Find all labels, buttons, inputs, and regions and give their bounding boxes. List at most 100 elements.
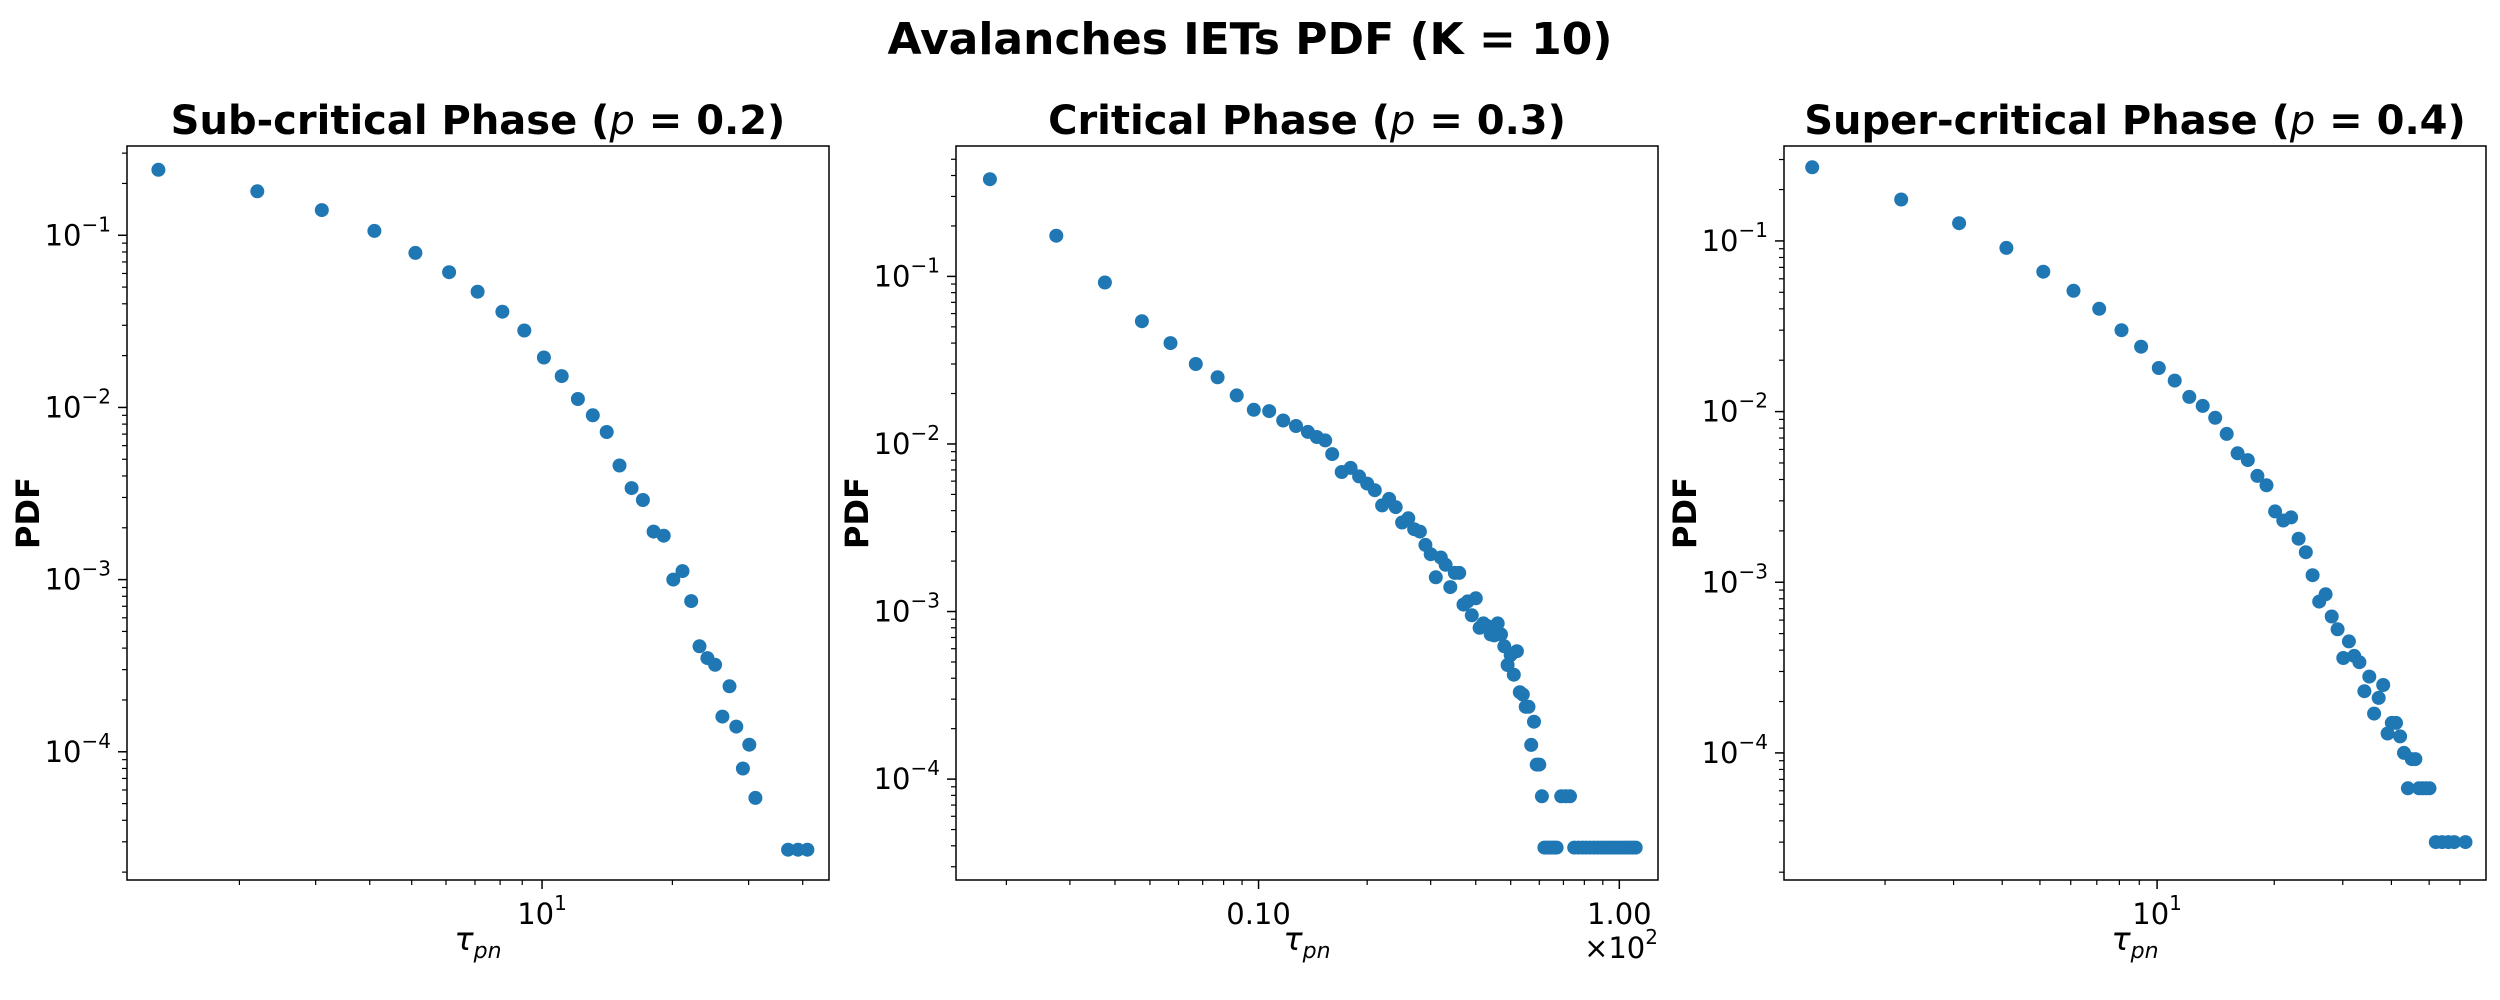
y-tick-label: 10−1 — [45, 212, 111, 252]
data-point — [1506, 667, 1521, 682]
subplot-super-critical: 101 10−1 10−2 10−3 10−4 Super-critical Phase … — [1666, 98, 2487, 964]
super-critical-axes-frame — [1783, 145, 2487, 881]
data-point — [1049, 228, 1064, 243]
data-point — [2167, 373, 2182, 388]
data-point — [2336, 651, 2351, 665]
super-critical-points — [1805, 160, 2473, 850]
sub-critical-axes-frame — [126, 145, 830, 881]
data-point — [1325, 447, 1340, 462]
y-tick-label: 10−2 — [1702, 389, 1768, 429]
y-tick-label: 10−3 — [874, 589, 940, 629]
data-point — [554, 369, 569, 384]
data-point — [2182, 389, 2197, 404]
data-point — [1452, 565, 1467, 580]
data-point — [2195, 398, 2210, 413]
data-point — [1532, 757, 1547, 772]
data-point — [1163, 336, 1178, 351]
data-point — [729, 719, 744, 734]
y-tick-label: 10−4 — [45, 729, 111, 769]
y-tick-label: 10−2 — [874, 421, 940, 461]
data-point — [1318, 433, 1333, 448]
data-point — [1388, 500, 1403, 515]
x-tick-label: 101 — [517, 891, 567, 931]
data-point — [1188, 357, 1203, 371]
y-tick-label: 10−3 — [1702, 559, 1768, 599]
data-point — [1401, 511, 1416, 526]
critical-points — [982, 172, 1643, 855]
data-point — [656, 528, 671, 543]
data-point — [1134, 314, 1149, 329]
x-axis-label: τpn — [454, 920, 501, 964]
data-point — [2380, 726, 2395, 741]
data-point — [2324, 609, 2339, 624]
data-point — [1894, 192, 1909, 207]
data-point — [599, 425, 614, 439]
data-point — [1563, 789, 1577, 804]
data-point — [1343, 460, 1358, 475]
data-point — [692, 639, 707, 654]
data-point — [2066, 283, 2081, 298]
data-point — [708, 657, 723, 672]
data-point — [2367, 706, 2382, 721]
data-point — [2352, 655, 2367, 670]
y-axis-label: PDF — [838, 477, 876, 549]
data-point — [2305, 568, 2320, 583]
x-tick-label: 0.10 — [1226, 897, 1291, 931]
data-point — [2376, 678, 2391, 692]
y-axis-label: PDF — [1666, 477, 1704, 549]
y-tick-label: 10−4 — [874, 756, 940, 796]
data-point — [2151, 361, 2166, 375]
data-point — [314, 203, 329, 218]
data-point — [570, 392, 585, 406]
y-axis-label: PDF — [9, 477, 47, 549]
data-point — [675, 564, 690, 579]
data-point — [1509, 644, 1524, 659]
data-point — [1443, 580, 1458, 595]
subplot-title: Sub-critical Phase (p = 0.2) — [171, 98, 786, 144]
data-point — [2341, 634, 2356, 649]
subplot-sub-critical: 101 10−1 10−2 10−3 10−4 Sub-critical Phase (p… — [9, 98, 830, 964]
data-point — [585, 408, 600, 423]
data-point — [2134, 339, 2149, 354]
x-offset-text: ×102 — [1584, 925, 1658, 965]
data-point — [800, 842, 815, 857]
data-point — [1464, 608, 1479, 623]
y-tick-label: 10−4 — [1702, 730, 1768, 770]
data-point — [1210, 370, 1225, 385]
data-point — [2219, 426, 2234, 441]
data-point — [781, 842, 796, 857]
data-point — [1524, 737, 1539, 752]
data-point — [1412, 524, 1427, 539]
data-point — [1438, 557, 1453, 572]
y-tick-label: 10−1 — [1702, 218, 1768, 258]
data-point — [1289, 419, 1303, 433]
data-point — [1805, 160, 1820, 175]
data-point — [666, 572, 681, 587]
x-tick-label: 1.00 — [1587, 897, 1652, 931]
data-point — [1549, 840, 1564, 855]
data-point — [2036, 264, 2051, 279]
data-point — [684, 594, 699, 609]
data-point — [470, 284, 485, 299]
data-point — [2458, 835, 2473, 850]
subplot-critical: 0.10 1.00 10−1 10−2 10−3 10−4 Critical Phase (… — [838, 98, 1659, 965]
data-point — [1999, 240, 2014, 255]
data-point — [2357, 684, 2372, 699]
data-point — [1246, 402, 1261, 417]
data-point — [1515, 687, 1530, 702]
data-point — [2400, 781, 2415, 796]
data-point — [1276, 413, 1291, 428]
y-tick-label: 10−3 — [45, 557, 111, 597]
data-point — [1468, 591, 1483, 606]
data-point — [1494, 627, 1508, 642]
data-point — [742, 737, 757, 752]
data-point — [982, 172, 997, 187]
data-point — [2284, 510, 2299, 525]
data-point — [715, 709, 730, 724]
data-point — [635, 493, 650, 507]
data-point — [624, 481, 639, 496]
data-point — [1534, 789, 1549, 804]
data-point — [735, 761, 750, 776]
data-point — [2268, 504, 2283, 519]
